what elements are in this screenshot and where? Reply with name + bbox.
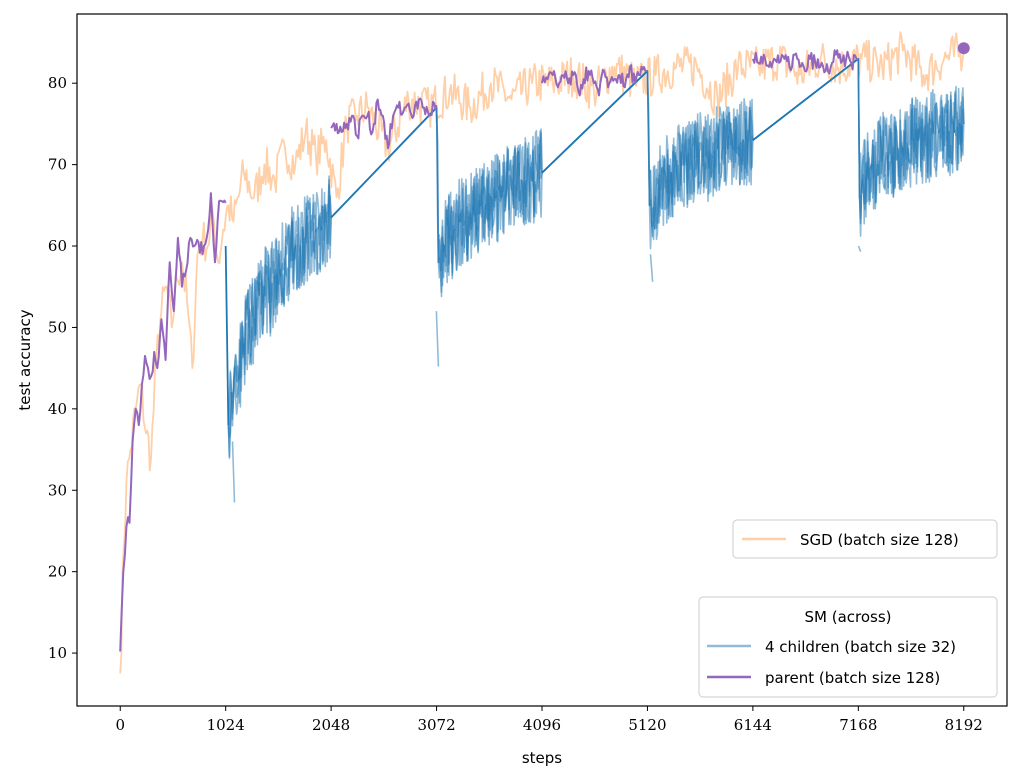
parent-series-line-0 [119, 192, 227, 652]
legend-parent-label: parent (batch size 128) [765, 669, 940, 687]
x-tick-label-7: 7168 [839, 716, 877, 734]
x-tick-label-6: 6144 [734, 716, 772, 734]
x-axis-label: steps [522, 749, 562, 767]
y-tick-label-0: 10 [48, 644, 67, 662]
y-tick-label-6: 70 [48, 156, 67, 174]
legend-children-label: 4 children (batch size 32) [765, 638, 956, 656]
x-tick-label-5: 5120 [628, 716, 666, 734]
children-jump-line-3 [752, 58, 859, 141]
x-tick-label-8: 8192 [945, 716, 983, 734]
y-tick-label-2: 30 [48, 481, 67, 499]
parent-final-point [957, 42, 970, 55]
children-jump-line-2 [541, 70, 649, 174]
children-series-line-2-3 [541, 70, 754, 250]
x-tick-label-1: 1024 [207, 716, 245, 734]
parent-series-line-3 [751, 49, 859, 75]
x-tick-label-0: 0 [115, 716, 125, 734]
y-tick-label-7: 80 [48, 74, 67, 92]
y-tick-label-5: 60 [48, 237, 67, 255]
legend-sgd-frame [732, 519, 998, 559]
parent-series-line-1 [330, 97, 438, 150]
axis-ticks: 0 1024 2048 3072 4096 5120 6144 7168 8192 10 20 30 4… [48, 74, 983, 734]
children-min-dip-0 [231, 441, 236, 503]
legend-sm-frame [698, 596, 998, 698]
y-tick-label-3: 40 [48, 400, 67, 418]
children-jump-line-0 [224, 246, 230, 426]
legend-sgd-label: SGD (batch size 128) [800, 531, 959, 549]
y-tick-label-1: 20 [48, 563, 67, 581]
legend-sm-title: SM (across) [804, 608, 891, 626]
children-series-line-0-3 [227, 184, 332, 459]
children-min-dip-1 [435, 311, 440, 367]
x-tick-label-4: 4096 [523, 716, 561, 734]
y-axis-label: test accuracy [16, 309, 34, 410]
plot-background [77, 14, 1007, 706]
series-layer [119, 31, 970, 674]
children-series-line-1-3 [330, 106, 543, 284]
x-tick-label-2: 2048 [312, 716, 350, 734]
children-series-line-3-3 [752, 58, 965, 211]
y-tick-label-4: 50 [48, 318, 67, 336]
legend-sm: SM (across) 4 children (batch size 32) p… [698, 596, 998, 698]
children-min-dip-2 [649, 254, 654, 282]
x-tick-label-3: 3072 [417, 716, 455, 734]
plot-frame [76, 13, 1008, 707]
children-min-dip-3 [857, 245, 862, 252]
legend-sgd: SGD (batch size 128) [732, 519, 998, 559]
children-jump-line-1 [330, 107, 438, 219]
parent-series-line-2 [541, 64, 648, 97]
